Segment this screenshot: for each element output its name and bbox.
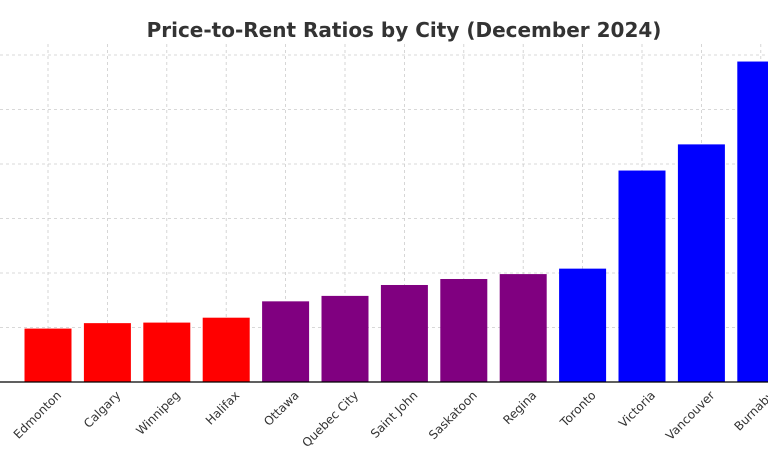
x-tick-label: Regina xyxy=(500,388,539,427)
bar-vancouver xyxy=(677,144,725,382)
bar-halifax xyxy=(202,317,250,382)
x-tick-label: Winnipeg xyxy=(133,388,183,438)
bar-toronto xyxy=(559,268,607,382)
x-tick-label: Vancouver xyxy=(663,388,718,443)
chart-grid xyxy=(0,44,768,382)
bar-burnaby xyxy=(737,61,768,382)
x-tick-label: Toronto xyxy=(557,388,599,430)
x-tick-label: Saskatoon xyxy=(426,388,480,442)
bar-victoria xyxy=(618,170,666,382)
x-tick-labels: Edmonton Calgary Winnipeg Halifax OttawaQueb… xyxy=(11,388,768,450)
chart-bars xyxy=(24,61,768,382)
bar-regina xyxy=(499,274,547,382)
x-tick-label: Edmonton xyxy=(11,388,64,441)
x-tick-label: Quebec City xyxy=(299,388,361,450)
bar-winnipeg xyxy=(143,322,191,382)
x-tick-label: Victoria xyxy=(616,388,658,430)
bar-saint-john xyxy=(380,284,428,382)
chart-title: Price-to-Rent Ratios by City (December 2… xyxy=(146,18,662,42)
x-tick-label: Ottawa xyxy=(261,388,302,429)
x-tick-label: Calgary xyxy=(81,388,123,430)
x-tick-label: Halifax xyxy=(203,388,242,427)
bar-saskatoon xyxy=(440,278,488,382)
bar-calgary xyxy=(83,323,131,382)
bar-ottawa xyxy=(262,301,310,382)
bar-edmonton xyxy=(24,328,72,382)
bar-quebec-city xyxy=(321,295,369,382)
x-tick-label: Burnaby xyxy=(731,388,768,433)
x-tick-label: Saint John xyxy=(368,388,421,441)
